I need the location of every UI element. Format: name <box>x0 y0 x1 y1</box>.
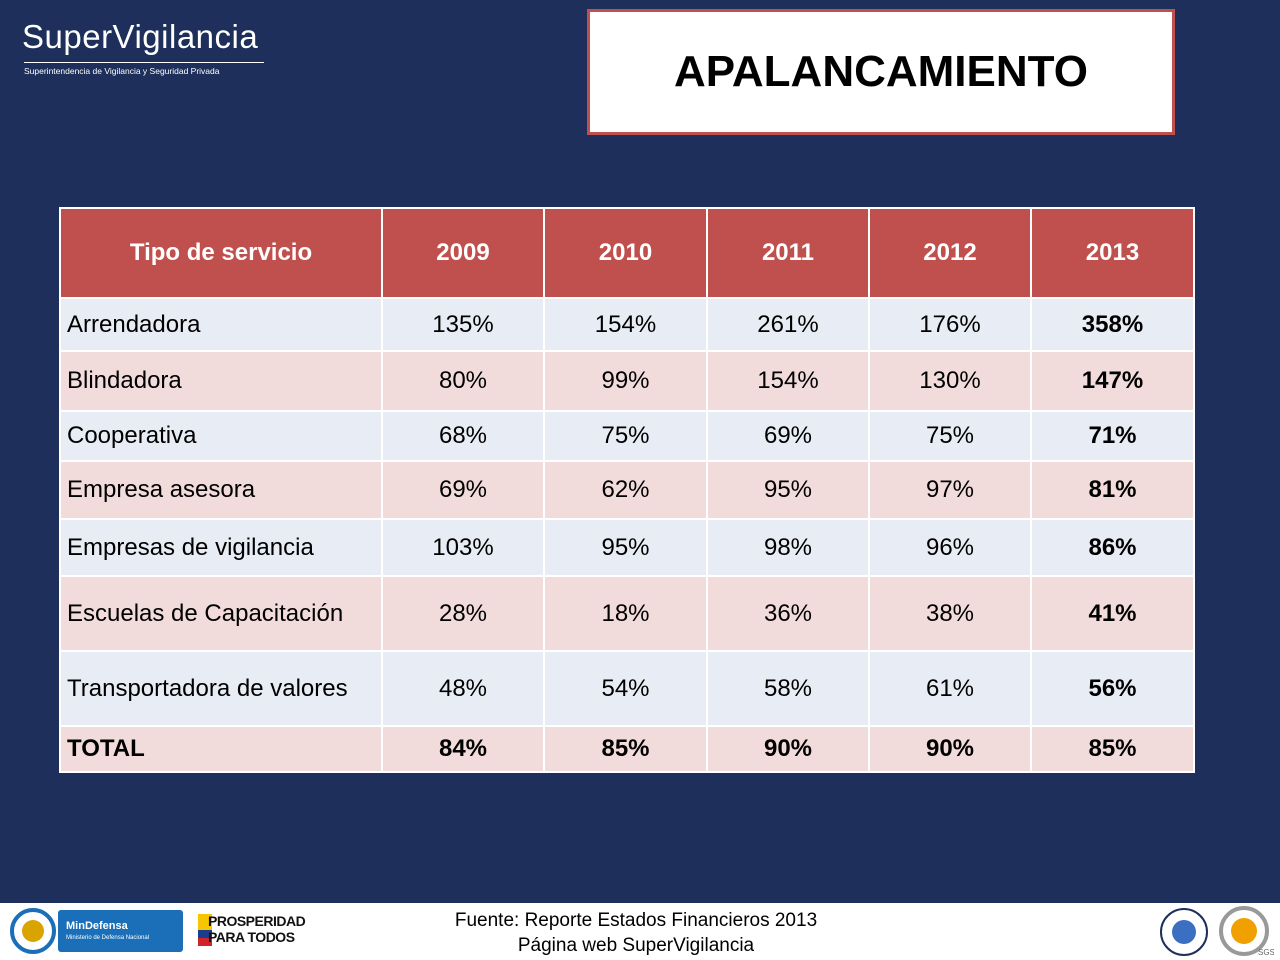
logo-rule <box>24 62 264 63</box>
table-cell: 154% <box>706 350 870 412</box>
header-cell: 2011 <box>706 207 870 299</box>
header-cell: Tipo de servicio <box>59 207 383 299</box>
table-cell: 90% <box>706 725 870 773</box>
logo-subtitle: Superintendencia de Vigilancia y Segurid… <box>24 66 220 76</box>
table-cell: 62% <box>543 460 708 520</box>
table-cell: 95% <box>543 518 708 577</box>
table-cell: Escuelas de Capacitación <box>59 575 383 652</box>
table-cell: 135% <box>381 297 545 352</box>
table-row: Cooperativa 68% 75% 69% 75% 71% <box>59 410 1195 462</box>
table-row: TOTAL 84% 85% 90% 90% 85% <box>59 725 1195 773</box>
data-table: Tipo de servicio 2009 2010 2011 2012 2013 Arre… <box>59 207 1195 773</box>
table-cell: 41% <box>1030 575 1195 652</box>
table-cell: 18% <box>543 575 708 652</box>
table-cell: 90% <box>868 725 1032 773</box>
table-cell: 98% <box>706 518 870 577</box>
table-cell: 85% <box>543 725 708 773</box>
table-cell: 261% <box>706 297 870 352</box>
source-note: Fuente: Reporte Estados Financieros 2013… <box>400 908 872 958</box>
table-cell: 95% <box>706 460 870 520</box>
title: APALANCAMIENTO <box>674 47 1088 96</box>
table-cell: Blindadora <box>59 350 383 412</box>
table-cell: 28% <box>381 575 545 652</box>
table-cell: 103% <box>381 518 545 577</box>
table-cell: 58% <box>706 650 870 727</box>
table-cell: 56% <box>1030 650 1195 727</box>
certification-logos: SGS <box>1160 906 1274 957</box>
prosperidad-line: PROSPERIDAD <box>208 913 306 929</box>
mindefensa-text: MinDefensa <box>66 920 128 932</box>
prosperidad-logo: PROSPERIDAD PARA TODOS <box>208 913 306 945</box>
table-cell: 86% <box>1030 518 1195 577</box>
table-cell: 80% <box>381 350 545 412</box>
header-row: Tipo de servicio 2009 2010 2011 2012 2013 <box>59 207 1195 299</box>
header-cell: 2013 <box>1030 207 1195 299</box>
table-row: Escuelas de Capacitación 28% 18% 36% 38% 41% <box>59 575 1195 652</box>
prosperidad-line: PARA TODOS <box>208 929 295 945</box>
table-cell: 68% <box>381 410 545 462</box>
table-cell: Arrendadora <box>59 297 383 352</box>
table-cell: 96% <box>868 518 1032 577</box>
table-row: Blindadora 80% 99% 154% 130% 147% <box>59 350 1195 412</box>
table-cell: 154% <box>543 297 708 352</box>
table-cell: 69% <box>706 410 870 462</box>
table-cell: 81% <box>1030 460 1195 520</box>
table-cell: 147% <box>1030 350 1195 412</box>
flag-bar <box>198 914 212 946</box>
table-cell: 84% <box>381 725 545 773</box>
table-cell: 48% <box>381 650 545 727</box>
sgs-text: SGS <box>1258 948 1274 957</box>
table-cell: 36% <box>706 575 870 652</box>
table-row: Empresa asesora 69% 62% 95% 97% 81% <box>59 460 1195 520</box>
header-cell: 2012 <box>868 207 1032 299</box>
mindefensa-logo: MinDefensa Ministerio de Defensa Naciona… <box>58 910 183 952</box>
footer <box>0 903 1280 960</box>
table-cell: Transportadora de valores <box>59 650 383 727</box>
header-cell: 2010 <box>543 207 708 299</box>
table-cell: 97% <box>868 460 1032 520</box>
table-cell: TOTAL <box>59 725 383 773</box>
table-cell: 38% <box>868 575 1032 652</box>
title-box: APALANCAMIENTO <box>587 9 1175 135</box>
table-cell: 85% <box>1030 725 1195 773</box>
table-cell: 176% <box>868 297 1032 352</box>
source-line: Página web SuperVigilancia <box>517 935 755 956</box>
table-cell: 358% <box>1030 297 1195 352</box>
table-cell: 69% <box>381 460 545 520</box>
coat-of-arms <box>10 908 56 954</box>
table-row: Arrendadora 135% 154% 261% 176% 358% <box>59 297 1195 352</box>
table-cell: Empresa asesora <box>59 460 383 520</box>
table-cell: 99% <box>543 350 708 412</box>
mindefensa-sub: Ministerio de Defensa Nacional <box>66 935 150 941</box>
logo-title: SuperVigilancia <box>22 18 259 55</box>
table-cell: 54% <box>543 650 708 727</box>
table-cell: 75% <box>868 410 1032 462</box>
table-row: Transportadora de valores 48% 54% 58% 61% 56% <box>59 650 1195 727</box>
header-cell: 2009 <box>381 207 545 299</box>
table-cell: Empresas de vigilancia <box>59 518 383 577</box>
table-cell: 71% <box>1030 410 1195 462</box>
table-cell: 61% <box>868 650 1032 727</box>
table-cell: 75% <box>543 410 708 462</box>
table-body: Arrendadora 135% 154% 261% 176% 358% Blindador… <box>59 297 1195 773</box>
table-row: Empresas de vigilancia 103% 95% 98% 96% 86% <box>59 518 1195 577</box>
table-cell: 130% <box>868 350 1032 412</box>
source-line: Fuente: Reporte Estados Financieros 2013 <box>454 910 818 931</box>
table-cell: Cooperativa <box>59 410 383 462</box>
